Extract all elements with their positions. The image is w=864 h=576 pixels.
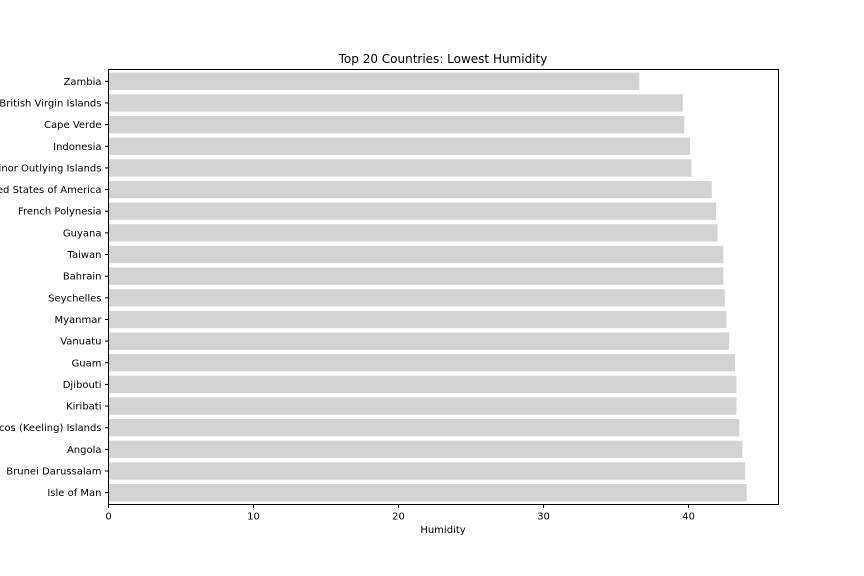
x-axis-label: Humidity (420, 525, 465, 536)
x-tick-label: 40 (682, 512, 695, 523)
bar (108, 354, 735, 372)
bar (108, 180, 712, 199)
x-tick-label: 0 (105, 512, 111, 523)
bar (108, 94, 683, 112)
y-tick-label: Vanuatu (60, 337, 101, 348)
y-tick-label: Angola (67, 445, 102, 456)
bars-group (108, 72, 747, 502)
y-tick-label: Zambia (64, 77, 102, 88)
y-tick-label: Bahrain (63, 272, 102, 283)
bar (108, 159, 692, 177)
y-tick-label: Guyana (63, 228, 102, 239)
bar (108, 267, 724, 285)
y-tick-label: Djibouti (63, 380, 102, 391)
chart-title: Top 20 Countries: Lowest Humidity (338, 52, 548, 66)
x-tick-label: 20 (392, 512, 405, 523)
bar (108, 484, 747, 502)
bar (108, 72, 640, 90)
bar (108, 224, 718, 242)
bar (108, 397, 737, 415)
bar (108, 462, 746, 480)
y-tick-label: United States of America (0, 185, 102, 196)
x-tick-label: 30 (537, 512, 550, 523)
y-axis-ticks: Zambia British Virgin Islands Cape Verde In… (0, 77, 109, 499)
y-tick-label: Taiwan (66, 250, 101, 261)
plot-frame (108, 69, 779, 505)
y-tick-label: Kiribati (66, 402, 101, 413)
x-tick-label: 10 (247, 512, 260, 523)
y-tick-label: Seychelles (48, 293, 101, 304)
y-tick-label: Brunei Darussalam (6, 467, 101, 478)
y-tick-label: Indonesia (53, 142, 101, 153)
y-tick-label: British Virgin Islands (0, 98, 102, 109)
x-axis-ticks: 0 10 20 30 40 (105, 504, 695, 523)
bar (108, 440, 743, 459)
bar (108, 375, 737, 394)
y-tick-label: Isle of Man (47, 488, 101, 499)
y-tick-label: Myanmar (55, 315, 103, 326)
bar (108, 289, 725, 307)
y-tick-label: French Polynesia (18, 207, 102, 218)
bar (108, 137, 691, 155)
bar (108, 202, 717, 220)
y-tick-label: Cape Verde (44, 120, 101, 131)
bar (108, 245, 724, 264)
bar (108, 332, 730, 350)
bar (108, 115, 685, 134)
bar (108, 310, 727, 329)
y-tick-label: Cocos (Keeling) Islands (0, 423, 102, 434)
y-tick-label: United States Minor Outlying Islands (0, 163, 102, 174)
bar (108, 419, 740, 437)
y-tick-label: Guam (72, 358, 102, 369)
